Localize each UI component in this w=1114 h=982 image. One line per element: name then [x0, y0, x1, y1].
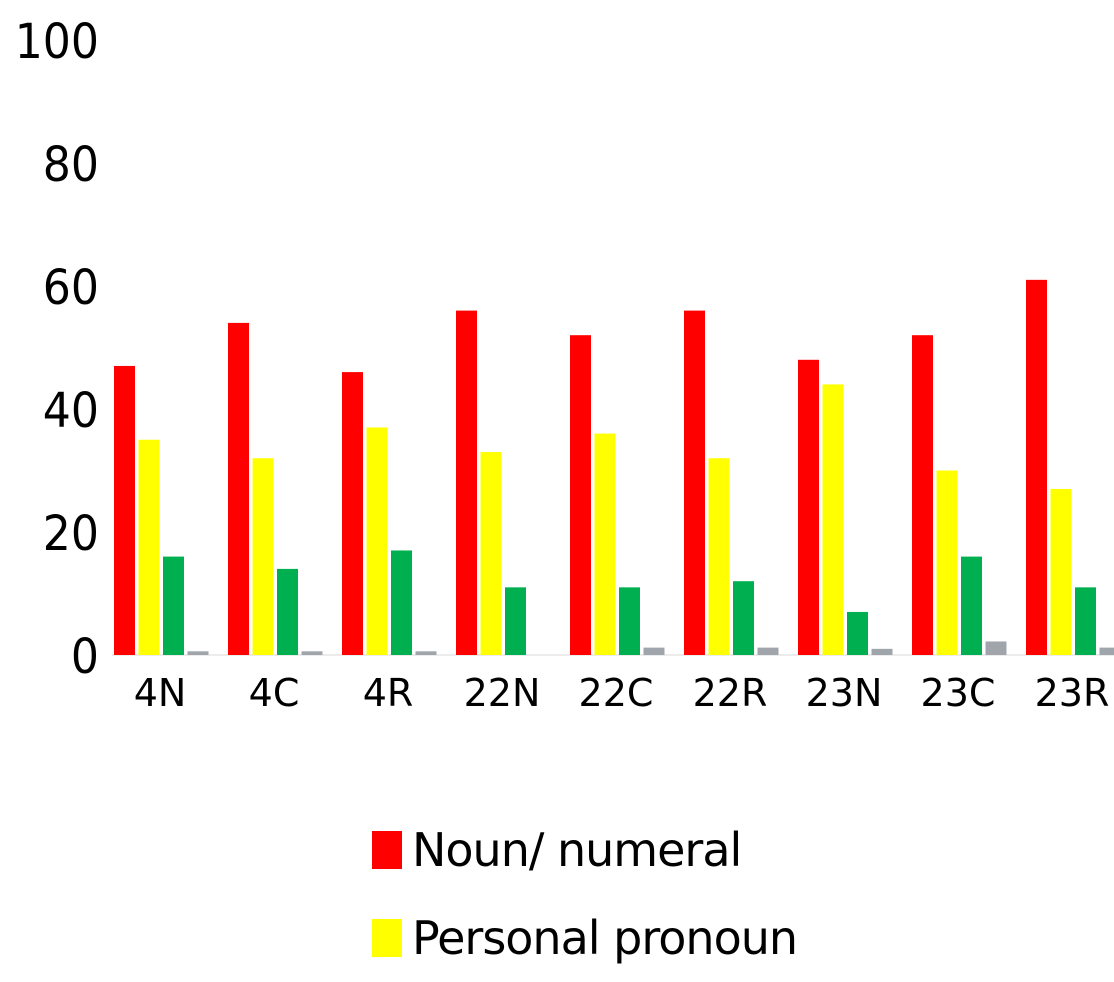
bar-23r-series-0 — [1026, 280, 1047, 655]
bar-22c-series-3 — [644, 648, 665, 655]
x-tick-label: 22C — [579, 671, 654, 715]
y-tick-label: 20 — [43, 505, 99, 561]
bar-23n-series-1 — [823, 384, 844, 655]
bar-23r-series-3 — [1100, 648, 1114, 655]
y-axis-ticks: 0 20 40 60 80 100 — [15, 13, 99, 684]
bar-22r-series-1 — [709, 458, 730, 655]
x-tick-label: 23R — [1035, 671, 1110, 715]
legend-swatch-personal-pronoun — [372, 919, 402, 957]
bar-4c-series-1 — [253, 458, 274, 655]
bar-4n-series-1 — [139, 440, 160, 655]
legend-swatch-noun-numeral — [372, 831, 402, 869]
bar-22c-series-2 — [619, 587, 640, 655]
bar-23n-series-2 — [847, 612, 868, 655]
bar-4r-series-0 — [342, 372, 363, 655]
bar-23n-series-3 — [872, 649, 893, 655]
bar-4c-series-2 — [277, 569, 298, 655]
bar-22r-series-0 — [684, 311, 705, 655]
legend-item-personal-pronoun: Personal pronoun — [372, 894, 797, 982]
y-tick-label: 40 — [43, 382, 99, 438]
bar-22n-series-0 — [456, 311, 477, 655]
bar-23c-series-3 — [986, 641, 1007, 655]
bar-23r-series-2 — [1075, 587, 1096, 655]
bar-22r-series-3 — [758, 648, 779, 655]
bar-22r-series-2 — [733, 581, 754, 655]
y-tick-label: 100 — [15, 13, 99, 69]
bars — [114, 280, 1114, 655]
x-tick-label: 23N — [806, 671, 883, 715]
bar-23n-series-0 — [798, 360, 819, 655]
x-tick-label: 4R — [363, 671, 414, 715]
legend-label-personal-pronoun: Personal pronoun — [412, 911, 797, 965]
bar-4c-series-0 — [228, 323, 249, 655]
bar-23r-series-1 — [1051, 489, 1072, 655]
bar-22c-series-1 — [595, 434, 616, 655]
bar-22n-series-2 — [505, 587, 526, 655]
legend-item-noun-numeral: Noun/ numeral — [372, 806, 797, 894]
y-tick-label: 80 — [43, 136, 99, 192]
bar-4c-series-3 — [302, 651, 323, 655]
x-axis-ticks: 4N 4C 4R 22N 22C 22R 23N 23C 23R — [134, 671, 1110, 715]
bar-22c-series-0 — [570, 335, 591, 655]
bar-4n-series-3 — [188, 651, 209, 655]
x-tick-label: 22R — [693, 671, 768, 715]
x-tick-label: 22N — [464, 671, 541, 715]
bar-22n-series-1 — [481, 452, 502, 655]
x-tick-label: 4N — [134, 671, 187, 715]
legend-label-noun-numeral: Noun/ numeral — [412, 823, 741, 877]
bar-23c-series-2 — [961, 557, 982, 655]
x-tick-label: 23C — [921, 671, 996, 715]
bar-4r-series-2 — [391, 550, 412, 655]
bar-chart: 0 20 40 60 80 100 4N 4C 4R 22N 22C 22R 23N 23C 23R — [0, 0, 1114, 800]
bar-4r-series-1 — [367, 427, 388, 655]
bar-23c-series-0 — [912, 335, 933, 655]
bar-4n-series-0 — [114, 366, 135, 655]
y-tick-label: 0 — [71, 628, 99, 684]
legend: Noun/ numeral Personal pronoun — [372, 806, 797, 982]
bar-4r-series-3 — [416, 651, 437, 655]
bar-4n-series-2 — [163, 557, 184, 655]
y-tick-label: 60 — [43, 259, 99, 315]
x-tick-label: 4C — [249, 671, 300, 715]
bar-23c-series-1 — [937, 471, 958, 656]
